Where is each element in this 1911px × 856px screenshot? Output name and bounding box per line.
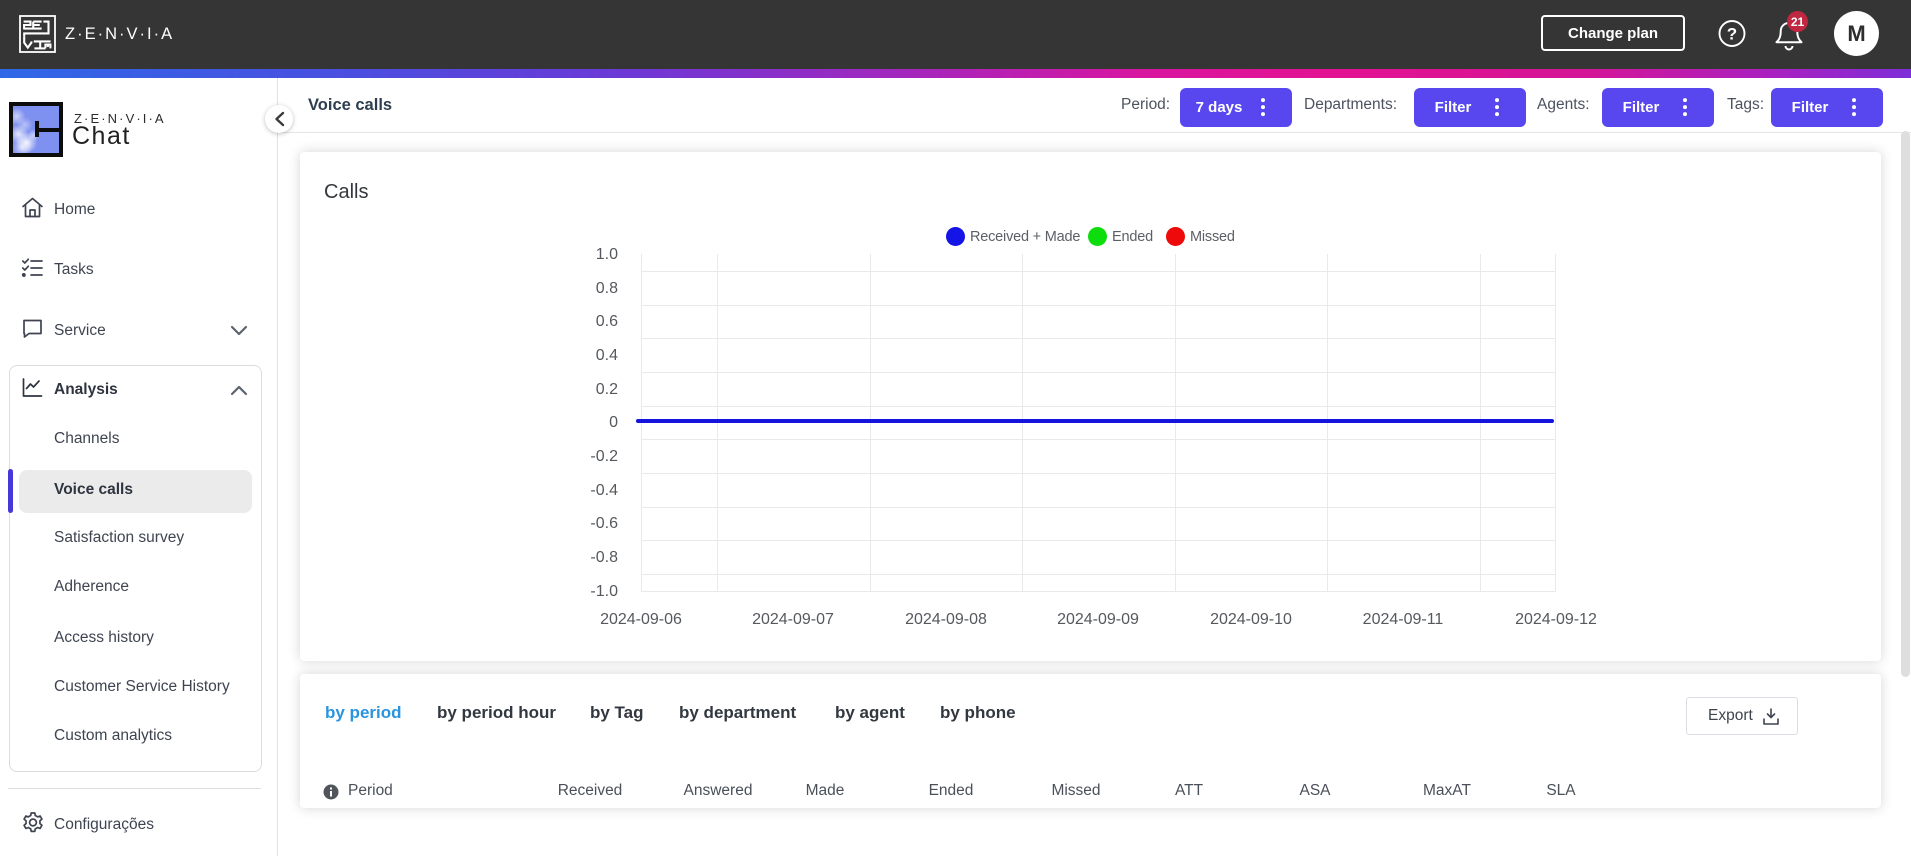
svg-text:?: ?: [1727, 25, 1737, 44]
